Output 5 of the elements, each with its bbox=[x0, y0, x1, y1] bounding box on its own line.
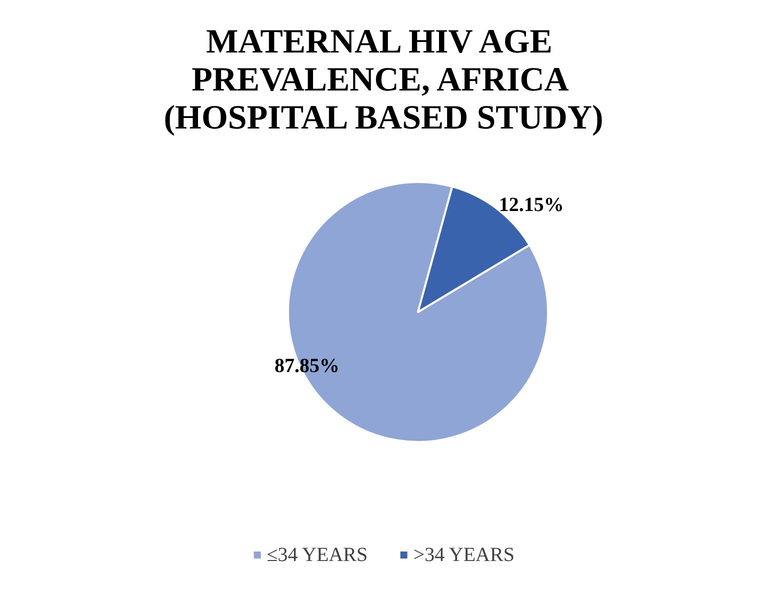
legend-label: ≤34 YEARS bbox=[266, 544, 368, 566]
data-label: 87.85% bbox=[274, 355, 340, 378]
legend-label: >34 YEARS bbox=[413, 544, 514, 566]
data-label: 12.15% bbox=[498, 194, 564, 216]
chart-title: MATERNAL HIV AGE PREVALENCE, AFRICA (HOSPITAL BASED STUDY) bbox=[164, 24, 604, 136]
